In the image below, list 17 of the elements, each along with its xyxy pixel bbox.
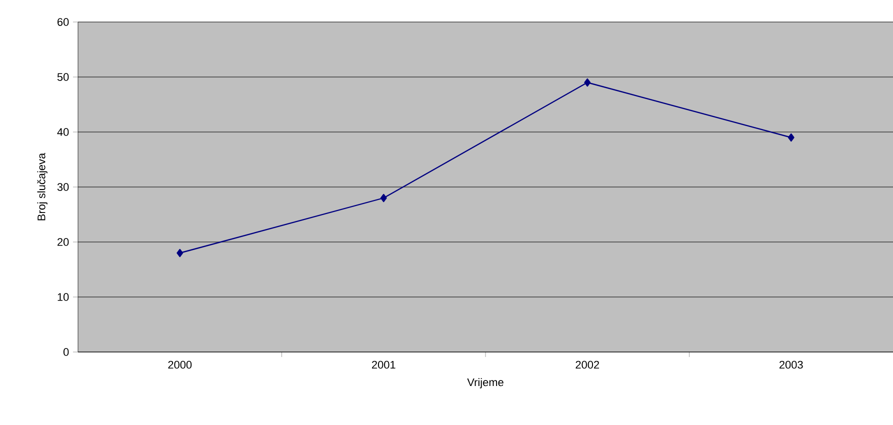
y-axis-title: Broj slučajeva	[37, 152, 48, 220]
y-tick-label: 20	[58, 238, 69, 246]
y-tick-label: 30	[57, 183, 69, 191]
point	[788, 133, 794, 142]
y-tick-label: 50	[57, 73, 69, 81]
y-tick-label: 10	[58, 293, 69, 301]
y-tick-label: 0	[63, 348, 69, 356]
x-axis-title: Vrijeme	[467, 378, 504, 388]
point	[176, 248, 184, 258]
point	[380, 194, 387, 202]
y-tick-label: 40	[57, 128, 69, 136]
x-tick-label: 2002	[576, 360, 600, 369]
point	[584, 78, 591, 87]
y-tick-label: 60	[58, 18, 69, 26]
x-tick-label: 2003	[779, 360, 803, 369]
x-tick-label: 2000	[168, 360, 192, 369]
x-tick-label: 2001	[372, 360, 396, 369]
